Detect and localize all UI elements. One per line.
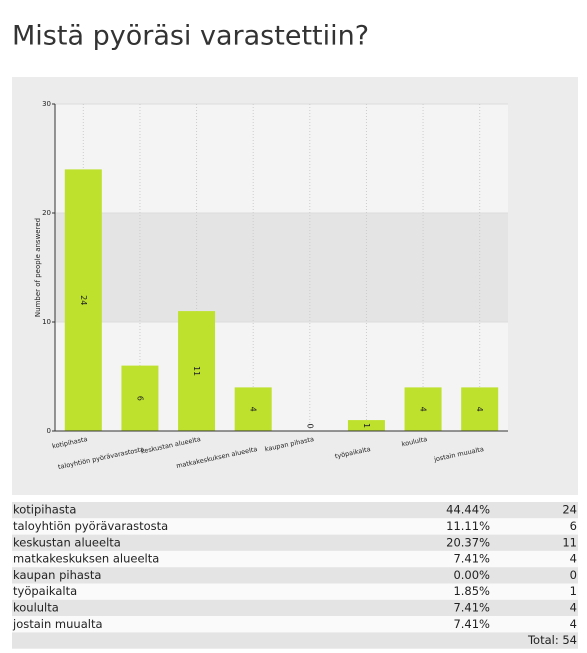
y-axis-label: Number of people answered — [34, 218, 42, 317]
row-percent: 1.85% — [453, 584, 490, 598]
row-count: 4 — [570, 552, 577, 566]
table-row — [12, 567, 578, 584]
grid-band — [55, 104, 508, 213]
bar — [404, 387, 442, 431]
value-label: 4 — [475, 407, 484, 412]
row-count: 0 — [570, 568, 577, 582]
table-total-row — [12, 632, 578, 649]
value-label: 6 — [135, 396, 144, 401]
bar — [121, 365, 159, 431]
bar — [461, 387, 499, 431]
row-percent: 44.44% — [446, 503, 490, 517]
row-percent: 7.41% — [453, 600, 490, 614]
row-percent: 0.00% — [453, 568, 490, 582]
row-name: jostain muualta — [12, 617, 103, 631]
row-name: matkakeskuksen alueelta — [13, 552, 159, 566]
row-name: kotipihasta — [13, 503, 76, 517]
row-name: keskustan alueelta — [13, 535, 121, 549]
y-tick-label: 0 — [47, 427, 51, 435]
row-name: taloyhtiön pyörävarastosta — [13, 519, 168, 533]
y-tick-label: 10 — [42, 318, 51, 326]
row-count: 4 — [570, 600, 577, 614]
row-count: 1 — [570, 584, 577, 598]
row-percent: 20.37% — [446, 535, 490, 549]
value-label: 0 — [305, 423, 314, 428]
value-label: 11 — [192, 366, 201, 376]
y-tick-label: 20 — [42, 209, 51, 217]
table-row — [12, 550, 578, 568]
bar — [178, 311, 216, 431]
row-name: kaupan pihasta — [13, 568, 101, 582]
row-percent: 7.41% — [453, 552, 490, 566]
row-count: 24 — [562, 503, 577, 517]
row-name: koululta — [13, 600, 59, 614]
table-row — [12, 534, 578, 551]
bar — [347, 420, 385, 431]
row-count: 6 — [570, 519, 577, 533]
grid-band — [55, 213, 508, 322]
row-percent: 7.41% — [453, 617, 490, 631]
table-row — [12, 502, 578, 519]
bar — [234, 387, 272, 431]
value-label: 24 — [79, 295, 88, 305]
table-row — [12, 599, 578, 617]
row-count: 4 — [570, 617, 577, 631]
row-percent: 11.11% — [446, 519, 490, 533]
table-row — [12, 518, 578, 535]
table-row — [12, 616, 578, 633]
value-label: 1 — [362, 423, 371, 428]
value-label: 4 — [249, 407, 258, 412]
y-tick-label: 30 — [42, 100, 51, 108]
table-total: Total: 54 — [527, 633, 577, 647]
page-title: Mistä pyöräsi varastettiin? — [12, 21, 369, 52]
table-row — [12, 583, 578, 600]
row-count: 11 — [562, 535, 577, 549]
value-label: 4 — [419, 407, 428, 412]
bar — [64, 169, 102, 431]
row-name: työpaikalta — [13, 584, 77, 598]
